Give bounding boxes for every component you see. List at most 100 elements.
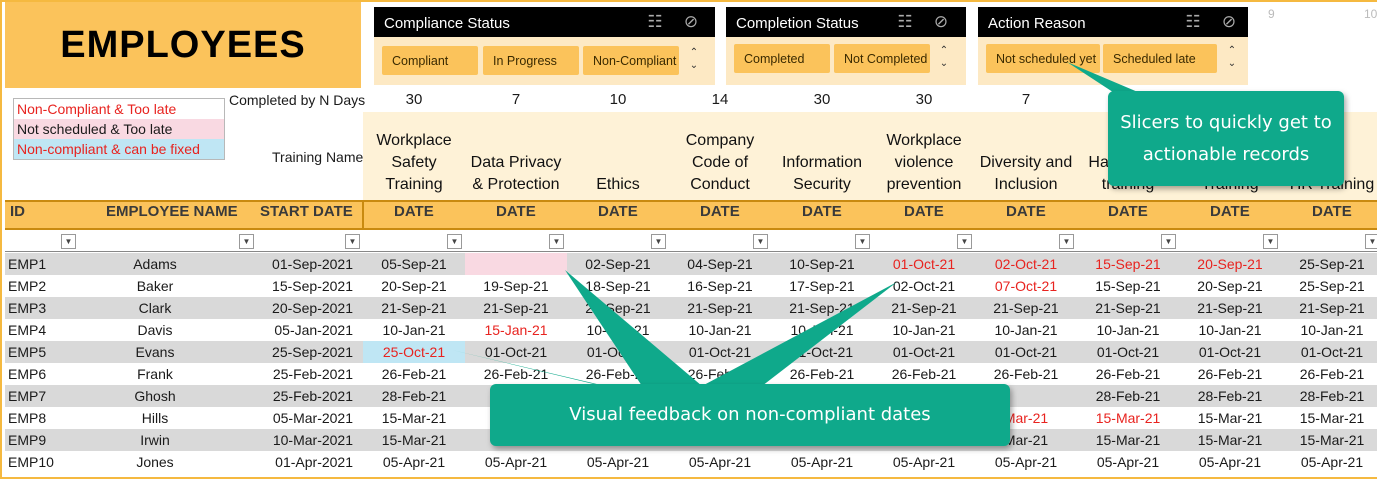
legend: Non-Compliant & Too late Not scheduled &… [13, 98, 225, 160]
header-date: DATE [1006, 203, 1046, 220]
table-row[interactable]: EMP3 Clark 20-Sep-2021 21-Sep-21 21-Sep-21 21… [5, 297, 1377, 319]
filter-dropdown-icon[interactable]: ▼ [549, 234, 564, 249]
cell-employee-name: Clark [138, 300, 172, 316]
column-number: 9 [1268, 7, 1275, 21]
cell-date: 10-Jan-21 [382, 322, 446, 338]
cell-date: 15-Sep-21 [1095, 278, 1161, 294]
slicer-item-non-compliant[interactable]: Non-Compliant [583, 46, 679, 75]
header-date: DATE [598, 203, 638, 220]
cell-date: 20-Sep-21 [381, 278, 447, 294]
cell-date: 10-Jan-21 [994, 322, 1058, 338]
visual-callout-pointer [565, 270, 702, 386]
clear-filter-icon[interactable]: ⊘ [933, 12, 949, 31]
training-name: Workplace Safety Training [376, 132, 452, 193]
cell-date: 05-Apr-21 [790, 454, 854, 470]
n-days-value: 7 [511, 91, 521, 108]
n-days-value: 30 [915, 91, 933, 108]
scroll-arrows-icon[interactable]: ⌃ ⌄ [1227, 45, 1237, 69]
cell-employee-name: Baker [136, 278, 174, 294]
filter-dropdown-icon[interactable]: ▼ [61, 234, 76, 249]
filter-dropdown-icon[interactable]: ▼ [1059, 234, 1074, 249]
slicer-item-compliant[interactable]: Compliant [382, 46, 478, 75]
scroll-arrows-icon[interactable]: ⌃ ⌄ [939, 45, 949, 69]
cell-employee-name: Davis [137, 322, 173, 338]
cell-date: 28-Feb-21 [1197, 388, 1263, 404]
multi-select-icon[interactable]: ☷ [1185, 12, 1201, 31]
cell-date: 01-Oct-21 [1300, 344, 1364, 360]
cell-date: 05-Apr-21 [484, 454, 548, 470]
header-id: ID [10, 203, 25, 220]
cell-date: 26-Feb-21 [1095, 366, 1161, 382]
filter-dropdown-icon[interactable]: ▼ [239, 234, 254, 249]
header-date: DATE [700, 203, 740, 220]
header-date: DATE [904, 203, 944, 220]
header-date: DATE [802, 203, 842, 220]
table-row[interactable]: EMP1 Adams 01-Sep-2021 05-Sep-21 02-Sep-21 04… [5, 253, 1377, 275]
cell-id: EMP8 [8, 410, 47, 426]
multi-select-icon[interactable]: ☷ [897, 12, 913, 31]
cell-employee-name: Evans [135, 344, 175, 360]
cell-date: Mar-21 [1003, 432, 1049, 448]
cell-date: 26-Feb-21 [1299, 366, 1365, 382]
cell-date: 05-Apr-21 [586, 454, 650, 470]
scroll-arrows-icon[interactable]: ⌃ ⌄ [689, 47, 699, 71]
n-days-value: 14 [711, 91, 729, 108]
cell-date: 15-Mar-21 [381, 432, 447, 448]
cell-date: 10-Jan-21 [688, 322, 752, 338]
filter-dropdown-icon[interactable]: ▼ [651, 234, 666, 249]
cell-date: 25-Sep-21 [1299, 256, 1365, 272]
slicer-completion-status[interactable]: Completion Status ☷ ⊘ Completed Not Comp… [726, 7, 966, 85]
filter-dropdown-icon[interactable]: ▼ [753, 234, 768, 249]
cell-date: 28-Feb-21 [381, 388, 447, 404]
visual-feedback-callout: Visual feedback on non-compliant dates [490, 384, 1010, 446]
table-row[interactable]: EMP4 Davis 05-Jan-2021 10-Jan-21 15-Jan-21 10… [5, 319, 1377, 341]
table-row[interactable]: EMP10 Jones 01-Apr-2021 05-Apr-21 05-Apr-21 0… [5, 451, 1377, 473]
filter-dropdown-icon[interactable]: ▼ [1365, 234, 1377, 249]
clear-filter-icon[interactable]: ⊘ [683, 12, 699, 31]
cell-date: 15-Mar-21 [1299, 410, 1365, 426]
table-row[interactable]: EMP2 Baker 15-Sep-2021 20-Sep-21 19-Sep-21 18… [5, 275, 1377, 297]
slicer-item-not-completed[interactable]: Not Completed [834, 44, 930, 73]
slicer-item-scheduled-late[interactable]: Scheduled late [1103, 44, 1217, 73]
filter-dropdown-icon[interactable]: ▼ [345, 234, 360, 249]
header-date: DATE [1312, 203, 1352, 220]
cell-start-date: 05-Mar-2021 [272, 410, 353, 426]
slicer-title: Action Reason [988, 15, 1086, 32]
slicer-callout-pointer [1067, 62, 1152, 98]
cell-date: 05-Apr-21 [382, 454, 446, 470]
filter-dropdown-icon[interactable]: ▼ [1161, 234, 1176, 249]
n-days-value: 10 [609, 91, 627, 108]
cell-start-date: 01-Sep-2021 [272, 256, 353, 272]
slicer-title: Completion Status [736, 15, 859, 32]
clear-filter-icon[interactable]: ⊘ [1221, 12, 1237, 31]
cell-date: 01-Oct-21 [1198, 344, 1262, 360]
n-days-value: 7 [1021, 91, 1031, 108]
cell-id: EMP5 [8, 344, 47, 360]
cell-date: 15-Sep-21 [1095, 256, 1161, 272]
slicer-item-completed[interactable]: Completed [734, 44, 830, 73]
training-name: Ethics [596, 176, 640, 193]
cell-date: 15-Mar-21 [381, 410, 447, 426]
header-employee-name: EMPLOYEE NAME [106, 203, 238, 220]
filter-dropdown-icon[interactable]: ▼ [447, 234, 462, 249]
cell-date: 21-Sep-21 [687, 300, 753, 316]
slicer-action-reason[interactable]: Action Reason ☷ ⊘ Not scheduled yet Sche… [978, 7, 1248, 85]
slicer-compliance-status[interactable]: Compliance Status ☷ ⊘ Compliant In Progr… [374, 7, 715, 85]
filter-dropdown-icon[interactable]: ▼ [957, 234, 972, 249]
slicer-item-in-progress[interactable]: In Progress [483, 46, 579, 75]
filter-dropdown-icon[interactable]: ▼ [855, 234, 870, 249]
cell-date: 15-Mar-21 [1197, 410, 1263, 426]
cell-employee-name: Jones [136, 454, 174, 470]
cell-date: 10-Jan-21 [892, 322, 956, 338]
multi-select-icon[interactable]: ☷ [647, 12, 663, 31]
cell-date: 05-Sep-21 [381, 256, 447, 272]
cell-employee-name: Irwin [140, 432, 170, 448]
cell-date: 01-Oct-21 [688, 344, 752, 360]
n-days-value: 30 [813, 91, 831, 108]
filter-dropdown-icon[interactable]: ▼ [1263, 234, 1278, 249]
cell-id: EMP1 [8, 256, 47, 272]
cell-date: 01-Oct-21 [484, 344, 548, 360]
cell-date: 18-Sep-21 [585, 278, 651, 294]
cell-date: 15-Mar-21 [1095, 432, 1161, 448]
table-row[interactable]: EMP6 Frank 25-Feb-2021 26-Feb-21 26-Feb-21 26… [5, 363, 1377, 385]
